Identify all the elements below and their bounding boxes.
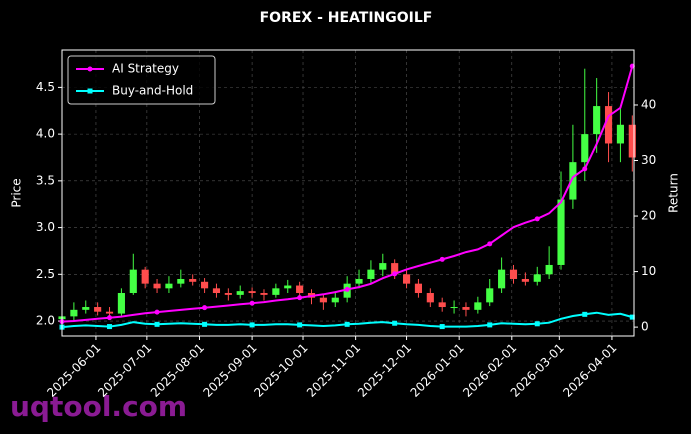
candle-body bbox=[521, 278, 529, 282]
legend-label: Buy-and-Hold bbox=[112, 84, 193, 98]
y2-tick-label: 10 bbox=[641, 264, 656, 278]
candle-body bbox=[533, 274, 541, 282]
legend-label: AI Strategy bbox=[112, 62, 179, 76]
candle-body bbox=[438, 302, 446, 308]
candle-body bbox=[153, 283, 161, 289]
candle-body bbox=[509, 269, 518, 279]
chart-title: FOREX - HEATINGOILF bbox=[260, 10, 433, 26]
candle-body bbox=[391, 263, 399, 275]
y-tick-label: 4.5 bbox=[36, 80, 55, 94]
candle-body bbox=[319, 297, 327, 303]
candle-body bbox=[165, 283, 173, 289]
x-tick-label: 2025-11-01 bbox=[304, 341, 363, 400]
series-marker bbox=[249, 322, 255, 328]
series-marker bbox=[107, 324, 113, 330]
series-marker bbox=[439, 324, 445, 330]
series-marker bbox=[297, 322, 303, 328]
series-marker bbox=[297, 295, 303, 301]
series-marker bbox=[154, 321, 160, 327]
series-marker bbox=[107, 315, 113, 321]
series-marker bbox=[344, 286, 350, 292]
candle-body bbox=[414, 283, 423, 294]
y-tick-label: 2.5 bbox=[36, 267, 55, 281]
candle-body bbox=[224, 293, 232, 295]
candle-body bbox=[355, 278, 363, 284]
x-tick-label: 2026-01-01 bbox=[408, 341, 467, 400]
legend-box bbox=[67, 55, 216, 105]
series-marker bbox=[249, 300, 255, 306]
series-marker bbox=[582, 311, 588, 317]
candle-body bbox=[70, 309, 78, 317]
candle-body bbox=[105, 311, 114, 314]
candle-body bbox=[367, 269, 375, 279]
candle-body bbox=[260, 293, 268, 295]
x-tick-label: 2025-10-01 bbox=[251, 341, 310, 400]
candle-body bbox=[616, 124, 624, 144]
candle-body bbox=[604, 106, 613, 144]
y-axis-label: Price bbox=[10, 178, 24, 207]
candle-body bbox=[581, 134, 589, 163]
candle-body bbox=[486, 288, 494, 303]
y2-tick-label: 0 bbox=[641, 320, 649, 334]
series-marker bbox=[392, 320, 398, 326]
candle-body bbox=[379, 263, 387, 270]
candle-body bbox=[284, 285, 292, 289]
legend-marker bbox=[87, 88, 93, 94]
candle-body bbox=[82, 307, 90, 310]
x-tick-label: 2026-04-01 bbox=[560, 341, 619, 400]
candle-body bbox=[248, 291, 256, 294]
candle-body bbox=[236, 291, 244, 295]
legend-marker bbox=[87, 66, 93, 72]
candle-body bbox=[331, 297, 339, 303]
candle-body bbox=[557, 199, 565, 265]
candle-body bbox=[545, 264, 553, 275]
candle-body bbox=[177, 278, 185, 284]
candle-body bbox=[129, 269, 137, 294]
candle-body bbox=[462, 307, 470, 310]
y-tick-label: 3.0 bbox=[36, 220, 55, 234]
series-marker bbox=[392, 271, 398, 277]
series-marker bbox=[582, 166, 588, 172]
candle-body bbox=[94, 307, 102, 312]
candle-body bbox=[593, 106, 601, 135]
candle-body bbox=[212, 288, 221, 294]
watermark: uqtool.com bbox=[10, 390, 187, 423]
series-marker bbox=[202, 305, 208, 311]
y-tick-label: 2.0 bbox=[36, 314, 55, 328]
y-tick-label: 3.5 bbox=[36, 173, 55, 187]
y-tick-label: 4.0 bbox=[36, 127, 55, 141]
y2-tick-label: 40 bbox=[641, 97, 656, 111]
x-tick-label: 2025-09-01 bbox=[200, 341, 259, 400]
series-marker bbox=[534, 216, 540, 222]
candle-body bbox=[141, 269, 149, 284]
candle-body bbox=[117, 293, 125, 314]
plot-frame bbox=[61, 49, 635, 337]
y2-axis-label: Return bbox=[667, 173, 681, 213]
candle-body bbox=[498, 269, 506, 289]
candle-body bbox=[426, 293, 434, 303]
series-marker bbox=[202, 321, 208, 327]
candle-body bbox=[402, 274, 411, 284]
y2-tick-label: 30 bbox=[641, 153, 656, 167]
candle-body bbox=[628, 124, 636, 158]
y2-tick-label: 20 bbox=[641, 209, 656, 223]
series-marker bbox=[154, 309, 160, 315]
series-marker bbox=[629, 314, 635, 320]
candle-body bbox=[201, 281, 209, 289]
series-marker bbox=[487, 322, 493, 328]
candle-body bbox=[189, 278, 197, 282]
candle-body bbox=[569, 162, 577, 200]
x-tick-label: 2025-12-01 bbox=[355, 341, 414, 400]
candle-body bbox=[296, 285, 304, 294]
series-marker bbox=[534, 321, 540, 327]
series-marker bbox=[439, 256, 445, 262]
series-marker bbox=[344, 321, 350, 327]
candle-body bbox=[450, 307, 458, 309]
candle-body bbox=[272, 288, 280, 295]
series-marker bbox=[487, 241, 493, 247]
candle-body bbox=[474, 302, 482, 310]
